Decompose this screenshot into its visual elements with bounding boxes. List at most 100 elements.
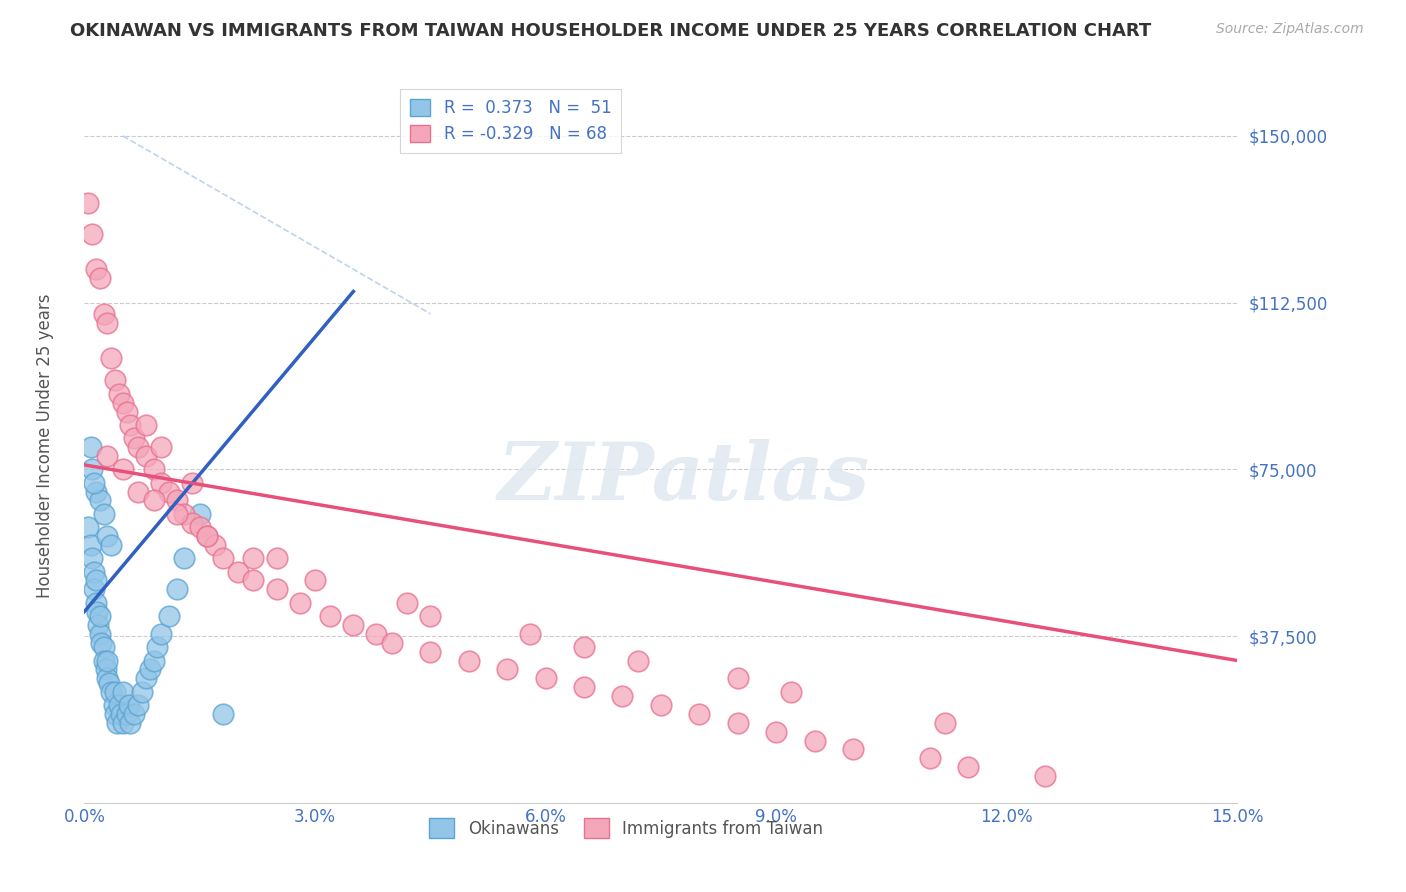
Point: [166, 582, 188, 597]
Point: [419, 645, 441, 659]
Point: [157, 609, 180, 624]
Point: [118, 698, 141, 712]
Point: [100, 684, 122, 698]
Point: [89, 627, 111, 641]
Point: [100, 351, 122, 366]
Point: [89, 493, 111, 508]
Point: [419, 609, 441, 624]
Point: [127, 484, 149, 499]
Point: [79, 538, 101, 552]
Point: [127, 698, 149, 712]
Point: [94, 662, 117, 676]
Point: [77, 195, 100, 210]
Point: [83, 565, 105, 579]
Point: [104, 706, 127, 721]
Point: [204, 538, 226, 552]
Point: [120, 715, 142, 730]
Point: [86, 605, 108, 619]
Point: [104, 684, 127, 698]
Point: [111, 462, 134, 476]
Point: [342, 618, 364, 632]
Point: [242, 551, 264, 566]
Point: [803, 733, 825, 747]
Point: [188, 507, 211, 521]
Text: Householder Income Under 25 years: Householder Income Under 25 years: [37, 293, 53, 599]
Point: [100, 538, 122, 552]
Point: [127, 440, 149, 454]
Point: [150, 475, 173, 490]
Point: [110, 706, 132, 721]
Point: [146, 640, 169, 655]
Point: [727, 715, 749, 730]
Point: [727, 671, 749, 685]
Point: [366, 627, 388, 641]
Point: [103, 698, 125, 712]
Point: [83, 475, 105, 490]
Point: [115, 404, 138, 418]
Point: [84, 574, 107, 588]
Point: [226, 565, 249, 579]
Point: [108, 698, 131, 712]
Point: [111, 684, 134, 698]
Point: [80, 551, 103, 566]
Point: [131, 684, 153, 698]
Point: [135, 671, 157, 685]
Point: [96, 449, 118, 463]
Point: [142, 462, 165, 476]
Point: [89, 609, 111, 624]
Text: ZIPatlas: ZIPatlas: [498, 439, 870, 516]
Point: [96, 316, 118, 330]
Point: [650, 698, 672, 712]
Point: [957, 760, 980, 774]
Point: [150, 440, 173, 454]
Point: [96, 653, 118, 667]
Point: [918, 751, 941, 765]
Point: [111, 715, 134, 730]
Point: [173, 507, 195, 521]
Point: [496, 662, 519, 676]
Point: [77, 520, 100, 534]
Point: [266, 551, 288, 566]
Point: [96, 671, 118, 685]
Point: [120, 417, 142, 432]
Point: [96, 529, 118, 543]
Point: [124, 706, 146, 721]
Point: [195, 529, 218, 543]
Point: [304, 574, 326, 588]
Point: [181, 475, 204, 490]
Point: [80, 462, 103, 476]
Point: [84, 262, 107, 277]
Point: [150, 627, 173, 641]
Point: [780, 684, 803, 698]
Point: [138, 662, 160, 676]
Point: [93, 653, 115, 667]
Point: [627, 653, 650, 667]
Text: OKINAWAN VS IMMIGRANTS FROM TAIWAN HOUSEHOLDER INCOME UNDER 25 YEARS CORRELATION: OKINAWAN VS IMMIGRANTS FROM TAIWAN HOUSE…: [70, 22, 1152, 40]
Point: [135, 449, 157, 463]
Point: [181, 516, 204, 530]
Point: [1033, 769, 1056, 783]
Point: [80, 227, 103, 241]
Point: [157, 484, 180, 499]
Point: [89, 271, 111, 285]
Point: [242, 574, 264, 588]
Point: [111, 395, 134, 409]
Point: [519, 627, 541, 641]
Point: [457, 653, 479, 667]
Point: [142, 653, 165, 667]
Point: [688, 706, 710, 721]
Point: [97, 675, 120, 690]
Point: [93, 507, 115, 521]
Point: [572, 680, 595, 694]
Point: [142, 493, 165, 508]
Point: [934, 715, 956, 730]
Point: [84, 484, 107, 499]
Point: [288, 596, 311, 610]
Point: [381, 636, 404, 650]
Point: [84, 596, 107, 610]
Point: [188, 520, 211, 534]
Point: [115, 706, 138, 721]
Point: [93, 307, 115, 321]
Point: [612, 689, 634, 703]
Point: [83, 582, 105, 597]
